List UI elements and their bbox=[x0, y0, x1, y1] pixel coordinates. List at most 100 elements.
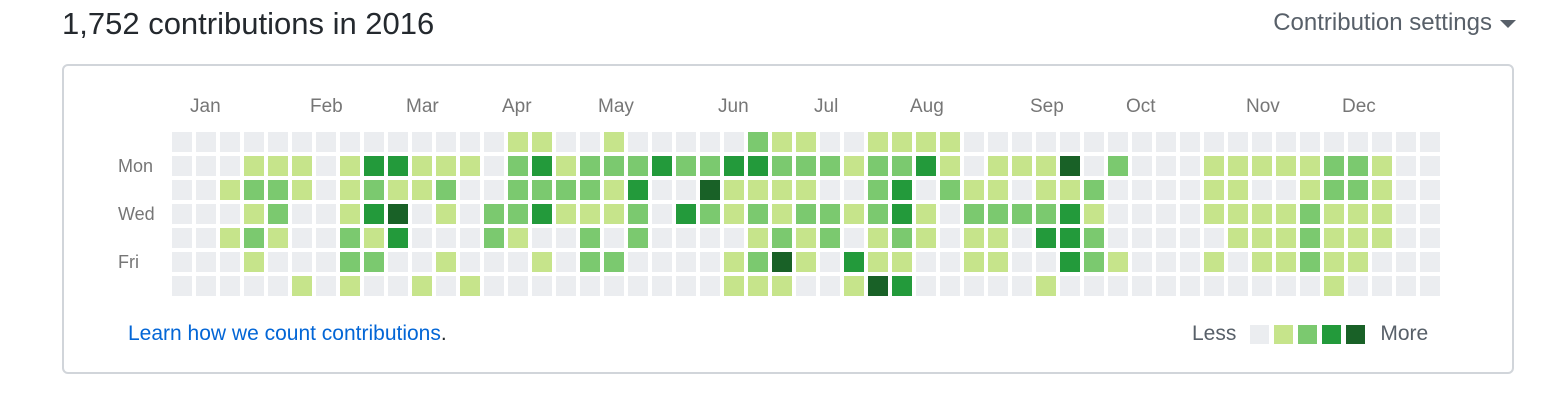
contribution-day-cell[interactable] bbox=[1324, 252, 1344, 272]
contribution-day-cell[interactable] bbox=[1228, 204, 1248, 224]
contribution-day-cell[interactable] bbox=[844, 276, 864, 296]
contribution-day-cell[interactable] bbox=[1276, 276, 1296, 296]
contribution-day-cell[interactable] bbox=[196, 156, 216, 176]
contribution-day-cell[interactable] bbox=[364, 204, 384, 224]
contribution-day-cell[interactable] bbox=[748, 252, 768, 272]
contribution-day-cell[interactable] bbox=[244, 204, 264, 224]
contribution-day-cell[interactable] bbox=[1372, 204, 1392, 224]
contribution-day-cell[interactable] bbox=[676, 180, 696, 200]
contribution-day-cell[interactable] bbox=[652, 276, 672, 296]
contribution-day-cell[interactable] bbox=[1132, 204, 1152, 224]
contribution-day-cell[interactable] bbox=[940, 180, 960, 200]
contribution-day-cell[interactable] bbox=[508, 204, 528, 224]
contribution-day-cell[interactable] bbox=[1420, 132, 1440, 152]
contribution-day-cell[interactable] bbox=[628, 276, 648, 296]
contribution-day-cell[interactable] bbox=[676, 204, 696, 224]
contribution-day-cell[interactable] bbox=[1108, 180, 1128, 200]
contribution-day-cell[interactable] bbox=[1348, 204, 1368, 224]
contribution-day-cell[interactable] bbox=[748, 228, 768, 248]
contribution-day-cell[interactable] bbox=[988, 156, 1008, 176]
contribution-day-cell[interactable] bbox=[700, 132, 720, 152]
contribution-day-cell[interactable] bbox=[1396, 228, 1416, 248]
contribution-day-cell[interactable] bbox=[1228, 156, 1248, 176]
contribution-day-cell[interactable] bbox=[1084, 180, 1104, 200]
contribution-day-cell[interactable] bbox=[1012, 132, 1032, 152]
contribution-day-cell[interactable] bbox=[700, 276, 720, 296]
contribution-day-cell[interactable] bbox=[1420, 252, 1440, 272]
contribution-day-cell[interactable] bbox=[868, 156, 888, 176]
contribution-day-cell[interactable] bbox=[1300, 276, 1320, 296]
contribution-day-cell[interactable] bbox=[988, 252, 1008, 272]
contribution-day-cell[interactable] bbox=[772, 180, 792, 200]
contribution-day-cell[interactable] bbox=[460, 156, 480, 176]
contribution-day-cell[interactable] bbox=[268, 180, 288, 200]
contribution-day-cell[interactable] bbox=[220, 276, 240, 296]
contribution-day-cell[interactable] bbox=[1276, 132, 1296, 152]
contribution-day-cell[interactable] bbox=[1324, 180, 1344, 200]
contribution-day-cell[interactable] bbox=[1228, 252, 1248, 272]
contribution-day-cell[interactable] bbox=[868, 204, 888, 224]
contribution-day-cell[interactable] bbox=[1036, 132, 1056, 152]
contribution-day-cell[interactable] bbox=[1204, 180, 1224, 200]
contribution-day-cell[interactable] bbox=[196, 204, 216, 224]
contribution-day-cell[interactable] bbox=[1372, 228, 1392, 248]
contribution-day-cell[interactable] bbox=[988, 204, 1008, 224]
contribution-day-cell[interactable] bbox=[604, 252, 624, 272]
contribution-day-cell[interactable] bbox=[1060, 228, 1080, 248]
contribution-day-cell[interactable] bbox=[1084, 228, 1104, 248]
contribution-day-cell[interactable] bbox=[292, 252, 312, 272]
contribution-day-cell[interactable] bbox=[580, 156, 600, 176]
contribution-day-cell[interactable] bbox=[748, 180, 768, 200]
contribution-day-cell[interactable] bbox=[700, 204, 720, 224]
contribution-day-cell[interactable] bbox=[580, 276, 600, 296]
contribution-day-cell[interactable] bbox=[868, 132, 888, 152]
contribution-day-cell[interactable] bbox=[988, 132, 1008, 152]
contribution-day-cell[interactable] bbox=[388, 132, 408, 152]
contribution-day-cell[interactable] bbox=[1204, 156, 1224, 176]
contribution-day-cell[interactable] bbox=[988, 228, 1008, 248]
contribution-day-cell[interactable] bbox=[1108, 252, 1128, 272]
contribution-day-cell[interactable] bbox=[604, 156, 624, 176]
contribution-day-cell[interactable] bbox=[1156, 204, 1176, 224]
contribution-day-cell[interactable] bbox=[268, 156, 288, 176]
contribution-day-cell[interactable] bbox=[1252, 276, 1272, 296]
contribution-day-cell[interactable] bbox=[844, 228, 864, 248]
contribution-day-cell[interactable] bbox=[556, 276, 576, 296]
contribution-day-cell[interactable] bbox=[700, 252, 720, 272]
contribution-day-cell[interactable] bbox=[1420, 180, 1440, 200]
contribution-day-cell[interactable] bbox=[916, 156, 936, 176]
contribution-day-cell[interactable] bbox=[412, 156, 432, 176]
contribution-day-cell[interactable] bbox=[1132, 276, 1152, 296]
contribution-day-cell[interactable] bbox=[1228, 276, 1248, 296]
contribution-day-cell[interactable] bbox=[196, 132, 216, 152]
contribution-day-cell[interactable] bbox=[1180, 228, 1200, 248]
contribution-day-cell[interactable] bbox=[1372, 252, 1392, 272]
contribution-day-cell[interactable] bbox=[700, 180, 720, 200]
contribution-day-cell[interactable] bbox=[964, 204, 984, 224]
contribution-day-cell[interactable] bbox=[556, 228, 576, 248]
contribution-day-cell[interactable] bbox=[1252, 132, 1272, 152]
contribution-day-cell[interactable] bbox=[916, 228, 936, 248]
contribution-day-cell[interactable] bbox=[1204, 228, 1224, 248]
contribution-day-cell[interactable] bbox=[340, 252, 360, 272]
contribution-day-cell[interactable] bbox=[652, 228, 672, 248]
contribution-day-cell[interactable] bbox=[316, 252, 336, 272]
contribution-day-cell[interactable] bbox=[1084, 276, 1104, 296]
contribution-day-cell[interactable] bbox=[916, 132, 936, 152]
contribution-day-cell[interactable] bbox=[1420, 204, 1440, 224]
contribution-day-cell[interactable] bbox=[316, 156, 336, 176]
contribution-day-cell[interactable] bbox=[172, 156, 192, 176]
contribution-day-cell[interactable] bbox=[532, 252, 552, 272]
contribution-day-cell[interactable] bbox=[1036, 252, 1056, 272]
contribution-day-cell[interactable] bbox=[1396, 156, 1416, 176]
contribution-day-cell[interactable] bbox=[1396, 204, 1416, 224]
contribution-day-cell[interactable] bbox=[556, 204, 576, 224]
contribution-day-cell[interactable] bbox=[1156, 276, 1176, 296]
contribution-day-cell[interactable] bbox=[868, 228, 888, 248]
contribution-day-cell[interactable] bbox=[556, 180, 576, 200]
contribution-day-cell[interactable] bbox=[484, 276, 504, 296]
contribution-day-cell[interactable] bbox=[172, 252, 192, 272]
contribution-day-cell[interactable] bbox=[676, 276, 696, 296]
contribution-day-cell[interactable] bbox=[388, 204, 408, 224]
contribution-day-cell[interactable] bbox=[796, 228, 816, 248]
